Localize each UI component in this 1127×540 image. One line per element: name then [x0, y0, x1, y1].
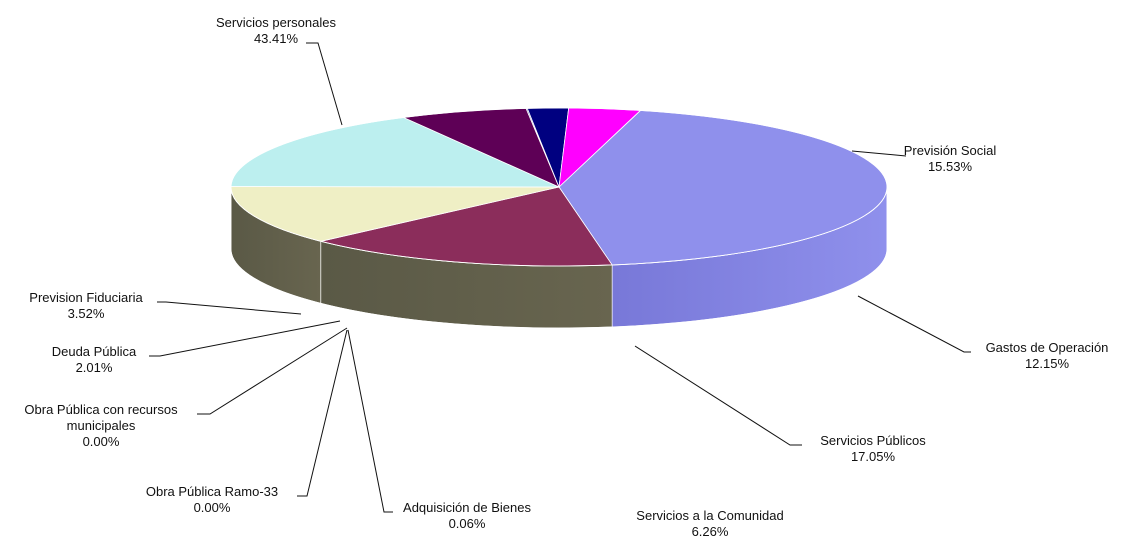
data-label-line-servicios_publicos-0: Servicios Públicos	[820, 433, 926, 448]
data-label-servicios_a_la_comunidad: Servicios a la Comunidad 6.26%	[636, 508, 783, 539]
pie-side-group	[230, 186, 888, 329]
data-label-prevision_social: Previsión Social 15.53%	[904, 143, 997, 174]
data-label-obra_publica_ramo_33: Obra Pública Ramo-33 0.00%	[146, 484, 278, 515]
leader-line-obra_publica_ramo_33	[297, 329, 348, 497]
leader-line-prevision_fiduciaria	[157, 301, 302, 315]
leader-line-prevision_social	[851, 150, 907, 157]
pie-side-outline	[230, 187, 888, 329]
data-label-obra_publica_con_recursos_municipales: Obra Pública con recursos municipales 0.00…	[24, 402, 178, 449]
leader-line-servicios_publicos	[634, 345, 802, 446]
data-label-line-prevision_social-0: Previsión Social	[904, 143, 997, 158]
data-label-percent-obra_publica_ramo_33: 0.00%	[194, 500, 231, 515]
data-label-percent-deuda_publica: 2.01%	[76, 360, 113, 375]
data-label-percent-adquisicion_de_bienes: 0.06%	[449, 516, 486, 531]
leader-line-group	[149, 42, 971, 513]
data-label-prevision_fiduciaria: Prevision Fiduciaria 3.52%	[29, 290, 143, 321]
data-label-line-obra_publica_con_recursos_municipales-0: Obra Pública con recursos	[24, 402, 178, 417]
data-label-line-prevision_fiduciaria-0: Prevision Fiduciaria	[29, 290, 143, 305]
pie-top-outline	[230, 107, 888, 267]
data-label-line-deuda_publica-0: Deuda Pública	[52, 344, 137, 359]
data-label-deuda_publica: Deuda Pública 2.01%	[52, 344, 137, 375]
leader-line-deuda_publica	[149, 320, 341, 357]
data-label-percent-gastos_de_operacion: 12.15%	[1025, 356, 1070, 371]
data-label-line-obra_publica_con_recursos_municipales-1: municipales	[67, 418, 136, 433]
leader-line-servicios_personales	[306, 42, 343, 126]
data-label-percent-servicios_a_la_comunidad: 6.26%	[692, 524, 729, 539]
leader-line-obra_publica_con_recursos_municipales	[197, 327, 348, 415]
leader-line-gastos_de_operacion	[857, 295, 971, 353]
data-label-percent-obra_publica_con_recursos_municipales: 0.00%	[83, 434, 120, 449]
data-label-gastos_de_operacion: Gastos de Operación 12.15%	[986, 340, 1109, 371]
data-label-percent-prevision_social: 15.53%	[928, 159, 973, 174]
data-label-percent-prevision_fiduciaria: 3.52%	[68, 306, 105, 321]
data-label-line-adquisicion_de_bienes-0: Adquisición de Bienes	[403, 500, 531, 515]
data-label-line-servicios_a_la_comunidad-0: Servicios a la Comunidad	[636, 508, 783, 523]
pie-top-group	[230, 107, 888, 267]
data-label-percent-servicios_personales: 43.41%	[254, 31, 299, 46]
data-label-percent-servicios_publicos: 17.05%	[851, 449, 896, 464]
data-label-line-obra_publica_ramo_33-0: Obra Pública Ramo-33	[146, 484, 278, 499]
leader-line-adquisicion_de_bienes	[347, 329, 393, 513]
data-label-servicios_publicos: Servicios Públicos 17.05%	[820, 433, 926, 464]
data-label-servicios_personales: Servicios personales 43.41%	[216, 15, 336, 46]
data-label-line-gastos_de_operacion-0: Gastos de Operación	[986, 340, 1109, 355]
data-label-line-servicios_personales-0: Servicios personales	[216, 15, 336, 30]
data-label-adquisicion_de_bienes: Adquisición de Bienes 0.06%	[403, 500, 531, 531]
label-group: Servicios personales 43.41% Previsión Soci…	[24, 15, 1108, 539]
